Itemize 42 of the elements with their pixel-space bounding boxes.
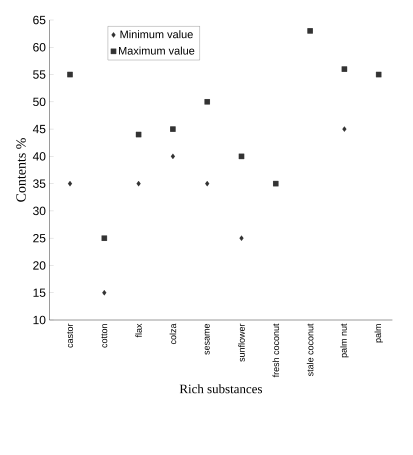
point xyxy=(239,235,244,241)
y-tick-label: 20 xyxy=(33,261,46,270)
x-tick-label: flax xyxy=(135,324,142,338)
x-axis-title: Rich substances xyxy=(180,384,262,394)
point xyxy=(342,126,347,132)
y-tick-label: 65 xyxy=(33,16,46,24)
x-tick-label: palm xyxy=(374,324,383,342)
x-tick-label: fresh coconut xyxy=(272,324,280,378)
point xyxy=(136,132,142,138)
y-axis-title: Contents % xyxy=(16,138,26,202)
y-tick-label: 45 xyxy=(32,124,46,134)
y-tick-label: 25 xyxy=(33,234,46,242)
legend-label: Minimum value xyxy=(120,30,193,38)
x-tick-label: colza xyxy=(170,324,176,344)
y-tick-label: 35 xyxy=(33,179,46,188)
point xyxy=(170,154,176,160)
x-tick-label: sunflower xyxy=(238,324,245,362)
point xyxy=(68,180,72,186)
x-tick-label: palm nut xyxy=(340,324,349,358)
point xyxy=(67,72,73,78)
point xyxy=(204,99,210,105)
x-tick-label: castor xyxy=(67,324,73,348)
y-tick-label: 50 xyxy=(33,98,46,106)
x-tick-label: stale coconut xyxy=(306,324,314,376)
y-tick-label: 30 xyxy=(33,206,46,216)
legend-label: Maximum value xyxy=(118,46,194,55)
point xyxy=(307,28,313,34)
point xyxy=(342,66,348,72)
point xyxy=(376,72,382,78)
y-tick-label: 60 xyxy=(33,43,46,52)
x-tick-label: cotton xyxy=(101,324,108,348)
point xyxy=(136,180,141,186)
y-tick-label: 55 xyxy=(33,70,46,79)
y-tick-label: 15 xyxy=(34,288,46,297)
y-tick-label: 40 xyxy=(32,152,46,161)
point xyxy=(273,180,279,186)
point xyxy=(238,154,244,160)
x-tick-label: sesame xyxy=(204,324,210,355)
point xyxy=(205,180,210,186)
point xyxy=(170,126,176,132)
y-tick-label: 10 xyxy=(34,316,46,324)
point xyxy=(102,235,108,241)
